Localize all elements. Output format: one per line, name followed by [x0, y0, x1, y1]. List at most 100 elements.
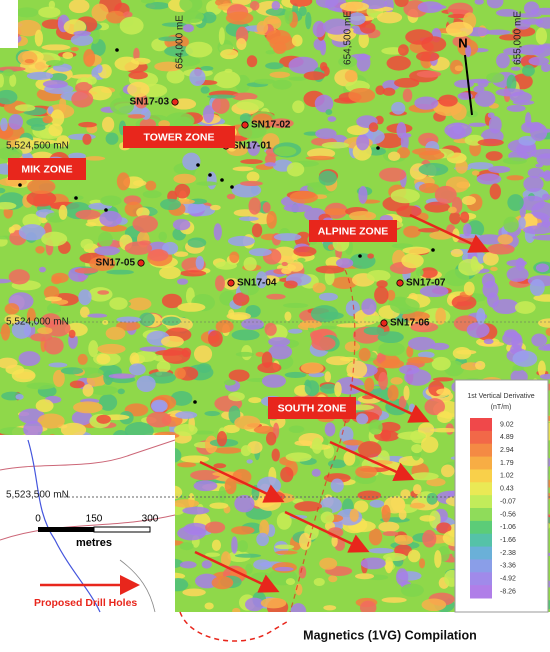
zone-box — [123, 126, 235, 148]
texture — [60, 422, 87, 438]
texture — [253, 559, 272, 570]
texture — [496, 8, 519, 17]
texture — [403, 385, 410, 401]
texture — [190, 470, 221, 481]
texture — [354, 500, 369, 513]
texture — [38, 266, 47, 273]
texture — [98, 231, 113, 248]
texture — [396, 147, 411, 159]
texture — [231, 329, 260, 341]
texture — [177, 302, 206, 312]
texture — [318, 292, 338, 302]
texture — [358, 441, 382, 458]
texture — [158, 231, 168, 242]
historic-hole — [431, 248, 435, 252]
texture — [284, 7, 293, 25]
texture — [205, 552, 221, 557]
texture — [343, 451, 356, 466]
texture — [199, 66, 214, 71]
texture — [274, 544, 295, 550]
texture — [165, 112, 195, 130]
texture — [23, 420, 43, 438]
texture — [504, 329, 518, 338]
texture — [4, 303, 20, 315]
texture — [314, 94, 334, 113]
texture — [78, 289, 92, 306]
texture — [111, 553, 139, 559]
texture — [234, 495, 255, 513]
texture — [29, 563, 53, 575]
texture — [327, 244, 335, 251]
texture — [346, 360, 368, 379]
texture — [358, 347, 371, 362]
texture — [514, 301, 536, 314]
texture — [128, 363, 146, 376]
texture — [391, 243, 414, 249]
texture — [522, 225, 550, 235]
texture — [35, 399, 54, 413]
texture — [339, 356, 358, 362]
texture — [172, 218, 191, 231]
texture — [376, 11, 403, 24]
texture — [160, 198, 181, 211]
texture — [83, 49, 96, 67]
texture — [146, 411, 172, 428]
texture — [241, 318, 264, 330]
texture — [174, 367, 186, 380]
texture — [394, 534, 414, 546]
texture — [506, 104, 526, 112]
texture — [390, 298, 420, 315]
texture — [437, 411, 453, 424]
texture — [92, 589, 112, 597]
texture — [200, 86, 210, 94]
texture — [435, 307, 446, 325]
texture — [486, 72, 505, 83]
texture — [11, 445, 42, 453]
texture — [447, 11, 455, 25]
texture — [448, 206, 457, 214]
easting-label: 654,000 mE — [175, 15, 186, 69]
texture — [323, 208, 349, 216]
texture — [419, 558, 426, 569]
legend-units: (nT/m) — [491, 404, 512, 411]
texture — [349, 508, 359, 522]
texture — [375, 85, 386, 96]
texture — [265, 50, 276, 55]
texture — [451, 294, 477, 310]
texture — [539, 373, 550, 380]
texture — [417, 351, 435, 359]
northing-label: 5,523,500 mN — [6, 490, 69, 501]
texture — [136, 207, 150, 218]
texture — [162, 316, 181, 326]
texture — [192, 430, 214, 435]
texture — [73, 30, 92, 37]
legend-value: -0.07 — [500, 498, 516, 505]
texture — [473, 85, 485, 93]
texture — [196, 181, 218, 186]
texture — [412, 484, 422, 495]
texture — [139, 312, 155, 327]
texture — [34, 534, 55, 552]
texture — [266, 210, 277, 229]
texture — [240, 159, 263, 165]
texture — [284, 311, 292, 322]
texture — [299, 532, 312, 550]
texture — [48, 465, 77, 484]
texture — [107, 474, 117, 485]
texture — [18, 351, 41, 367]
texture — [140, 0, 155, 4]
texture — [328, 575, 338, 583]
texture — [207, 94, 236, 99]
zone-label: TOWER ZONE — [144, 131, 215, 143]
texture — [213, 70, 241, 89]
texture — [284, 371, 307, 378]
texture — [231, 92, 258, 101]
texture — [0, 586, 7, 597]
texture — [245, 563, 253, 575]
easting-label: 654,500 mE — [343, 11, 354, 65]
texture — [253, 425, 276, 434]
texture — [87, 313, 108, 318]
texture — [364, 377, 375, 393]
texture — [436, 388, 451, 396]
texture — [116, 320, 141, 331]
